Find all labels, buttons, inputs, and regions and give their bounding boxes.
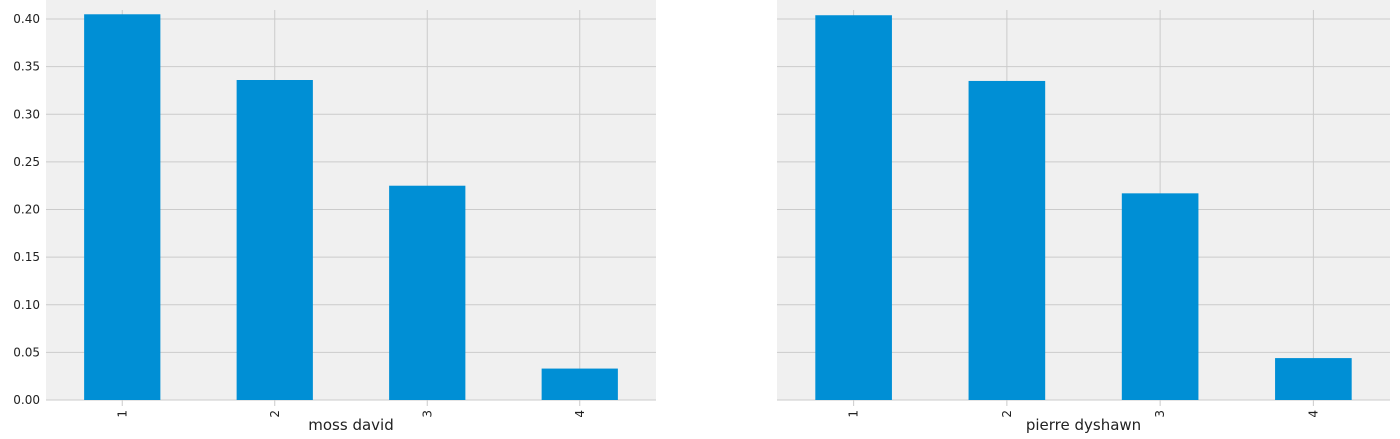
- x-tick-label-4: 4: [1306, 410, 1320, 418]
- x-tick-label-1: 1: [847, 410, 861, 418]
- bar-2: [236, 80, 313, 400]
- y-tick-label: 0.00: [13, 393, 40, 407]
- bar-4: [1275, 358, 1352, 400]
- y-tick-label: 0.05: [13, 345, 40, 359]
- x-tick-label-3: 3: [1153, 410, 1167, 418]
- x-tick-label-1: 1: [115, 410, 129, 418]
- x-tick-label-3: 3: [420, 410, 434, 418]
- bar-1: [84, 14, 161, 401]
- bar-4: [541, 368, 618, 400]
- y-tick-label: 0.15: [13, 250, 40, 264]
- x-tick-label-4: 4: [573, 410, 587, 418]
- y-tick-label: 0.25: [13, 155, 40, 169]
- y-tick-label: 0.35: [13, 60, 40, 74]
- y-tick-label: 0.20: [13, 203, 40, 217]
- chart-panel-pierre-dyshawn: 1 2 3 4 pierre dyshawn: [777, 0, 1390, 434]
- x-axis-title-pierre-dyshawn: pierre dyshawn: [1026, 416, 1141, 434]
- x-tick-label-2: 2: [1000, 410, 1014, 418]
- bar-3: [1121, 193, 1199, 400]
- bar-3: [389, 185, 466, 400]
- bar-1: [815, 15, 892, 400]
- x-axis-title-moss-david: moss david: [308, 416, 393, 434]
- y-tick-label: 0.40: [13, 12, 40, 26]
- y-tick-label: 0.10: [13, 298, 40, 312]
- bar-2: [968, 80, 1046, 400]
- y-tick-label: 0.30: [13, 107, 40, 121]
- x-tick-label-2: 2: [268, 410, 282, 418]
- chart-panel-moss-david: 0.00 0.05 0.10 0.15 0.20 0.25 0.30 0.35 0.40 1 2 3 4…: [13, 0, 656, 434]
